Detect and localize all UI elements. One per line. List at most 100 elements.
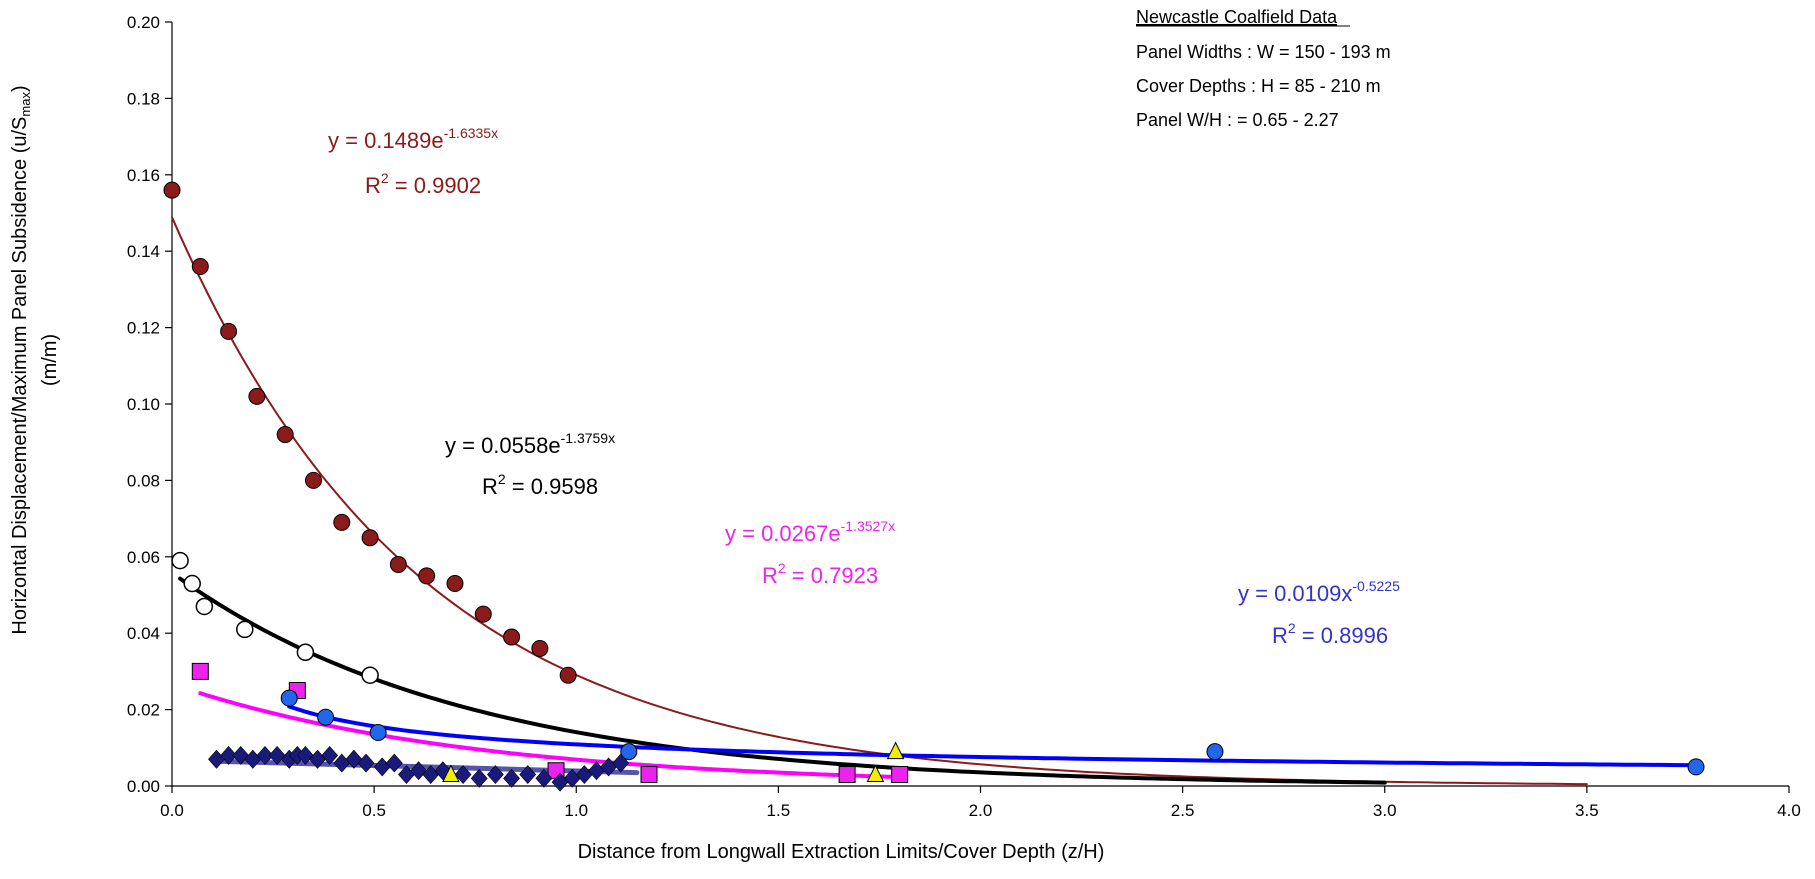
data-point-s5	[442, 764, 460, 783]
r2-magenta-value: = 0.7923	[786, 563, 878, 588]
data-point-s2	[838, 766, 856, 784]
equation-blue-exponent: -0.5225	[1352, 578, 1400, 594]
data-point-s0	[220, 322, 238, 340]
data-point-s2	[640, 766, 658, 784]
y-tick-label: 0.12	[127, 319, 160, 338]
data-point-s5	[866, 764, 885, 783]
y-tick-label: 0.08	[127, 471, 160, 490]
equation-annotations: y = 0.1489e-1.6335x R2 = 0.9902 y = 0.05…	[328, 125, 1400, 648]
r2-dark-red: R2 = 0.9902	[365, 170, 481, 198]
y-axis-label-close: )	[9, 85, 31, 92]
data-point-s0	[559, 666, 577, 684]
data-point-s2	[891, 766, 909, 784]
equation-magenta-base: y = 0.0267e	[725, 521, 841, 546]
data-point-s4	[535, 768, 553, 788]
data-point-s0	[446, 575, 464, 593]
x-tick-label: 1.5	[767, 801, 791, 820]
data-point-s4	[244, 749, 262, 769]
data-point-s5	[886, 741, 905, 760]
y-tick-label: 0.20	[127, 13, 160, 32]
trend-line-2	[198, 691, 902, 780]
data-point-s4	[373, 757, 391, 777]
r2-blue: R2 = 0.8996	[1272, 620, 1388, 648]
data-point-s1	[236, 620, 254, 639]
data-point-s3	[1687, 758, 1705, 776]
trend-line-3	[287, 704, 1698, 768]
equation-dark-red: y = 0.1489e-1.6335x	[328, 125, 498, 153]
equation-black-exponent: -1.3759x	[561, 430, 615, 446]
data-point-s4	[268, 745, 286, 765]
x-tick-label: 0.5	[362, 801, 386, 820]
data-point-s0	[361, 529, 379, 547]
r2-dark-red-value: = 0.9902	[389, 173, 481, 198]
equation-black-base: y = 0.0558e	[445, 433, 561, 458]
info-box-line-2: Cover Depths : H = 85 - 210 m	[1136, 76, 1381, 96]
info-box-line-1: Panel Widths : W = 150 - 193 m	[1136, 42, 1391, 62]
equation-blue: y = 0.0109x-0.5225	[1238, 578, 1400, 606]
data-point-s4	[454, 765, 472, 784]
x-tick-label: 0.0	[160, 801, 184, 820]
r2-magenta-sup: 2	[778, 560, 786, 576]
x-tick-label: 1.0	[564, 801, 588, 820]
info-box: Newcastle Coalfield Data Panel Widths : …	[1136, 7, 1391, 130]
y-tick-label: 0.04	[127, 624, 160, 643]
r2-black-value: = 0.9598	[506, 474, 598, 499]
data-point-s0	[333, 513, 351, 531]
data-point-s3	[369, 724, 387, 742]
data-point-s4	[321, 745, 339, 765]
data-point-s0	[163, 181, 181, 199]
data-point-s1	[361, 666, 379, 684]
equation-blue-base: y = 0.0109x	[1238, 581, 1352, 606]
data-point-s4	[503, 768, 520, 788]
data-point-s0	[191, 257, 209, 275]
data-point-s0	[474, 605, 492, 623]
y-tick-label: 0.18	[127, 89, 160, 108]
data-point-s4	[232, 745, 250, 765]
data-point-s1	[195, 597, 214, 616]
y-axis-units: (m/m)	[39, 334, 61, 386]
data-point-s4	[410, 761, 427, 781]
data-point-s4	[470, 768, 488, 788]
r2-black-r: R	[482, 474, 498, 499]
y-axis-label: Horizontal Displacement/Maximum Panel Su…	[9, 85, 33, 634]
data-point-s4	[357, 753, 375, 773]
equation-black: y = 0.0558e-1.3759x	[445, 430, 615, 458]
data-point-s3	[280, 689, 298, 707]
r2-dark-red-r: R	[365, 173, 381, 198]
equation-magenta-exponent: -1.3527x	[841, 518, 895, 534]
data-point-s4	[297, 745, 314, 765]
data-point-s3	[317, 708, 335, 726]
data-point-s4	[519, 765, 537, 784]
x-axis-label: Distance from Longwall Extraction Limits…	[578, 841, 1105, 863]
plot-area: 0.000.020.040.060.080.100.120.140.160.18…	[127, 13, 1801, 820]
y-tick-label: 0.00	[127, 777, 160, 796]
data-point-s4	[385, 753, 403, 773]
data-point-s4	[612, 753, 630, 773]
data-point-s0	[418, 567, 436, 585]
x-tick-label: 4.0	[1777, 801, 1801, 820]
y-tick-label: 0.06	[127, 548, 160, 567]
x-tick-label: 3.5	[1575, 801, 1599, 820]
r2-dark-red-sup: 2	[381, 170, 389, 186]
r2-blue-r: R	[1272, 623, 1288, 648]
info-box-title: Newcastle Coalfield Data	[1136, 7, 1338, 27]
trend-line-0	[171, 216, 1588, 786]
data-point-s0	[248, 387, 266, 405]
r2-blue-sup: 2	[1288, 620, 1296, 636]
equation-dark-red-exponent: -1.6335x	[444, 125, 498, 141]
data-point-s1	[171, 551, 189, 570]
data-point-s0	[276, 426, 294, 444]
x-tick-label: 2.0	[969, 801, 993, 820]
y-tick-label: 0.10	[127, 395, 160, 414]
r2-black-sup: 2	[498, 471, 506, 487]
data-point-s1	[183, 574, 201, 593]
y-tick-label: 0.14	[127, 242, 160, 261]
data-point-s4	[220, 745, 237, 765]
data-point-s4	[486, 765, 504, 784]
equation-dark-red-base: y = 0.1489e	[328, 128, 444, 153]
data-point-s4	[256, 745, 274, 765]
r2-magenta: R2 = 0.7923	[762, 560, 878, 588]
x-tick-label: 2.5	[1171, 801, 1195, 820]
data-point-s0	[503, 628, 521, 646]
